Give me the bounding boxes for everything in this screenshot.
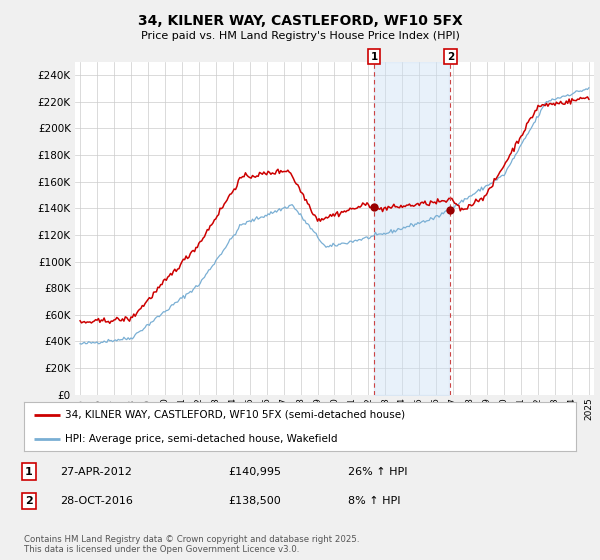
Text: Contains HM Land Registry data © Crown copyright and database right 2025.
This d: Contains HM Land Registry data © Crown c… bbox=[24, 535, 359, 554]
Text: 1: 1 bbox=[25, 466, 32, 477]
Text: 26% ↑ HPI: 26% ↑ HPI bbox=[348, 466, 407, 477]
Text: 34, KILNER WAY, CASTLEFORD, WF10 5FX: 34, KILNER WAY, CASTLEFORD, WF10 5FX bbox=[137, 14, 463, 28]
Text: 8% ↑ HPI: 8% ↑ HPI bbox=[348, 496, 401, 506]
Text: 28-OCT-2016: 28-OCT-2016 bbox=[60, 496, 133, 506]
Text: 2: 2 bbox=[447, 52, 454, 62]
Text: 2: 2 bbox=[25, 496, 32, 506]
Text: 1: 1 bbox=[370, 52, 377, 62]
Text: Price paid vs. HM Land Registry's House Price Index (HPI): Price paid vs. HM Land Registry's House … bbox=[140, 31, 460, 41]
Text: HPI: Average price, semi-detached house, Wakefield: HPI: Average price, semi-detached house,… bbox=[65, 435, 338, 445]
Text: 27-APR-2012: 27-APR-2012 bbox=[60, 466, 132, 477]
Text: 34, KILNER WAY, CASTLEFORD, WF10 5FX (semi-detached house): 34, KILNER WAY, CASTLEFORD, WF10 5FX (se… bbox=[65, 410, 406, 420]
Text: £138,500: £138,500 bbox=[228, 496, 281, 506]
Text: £140,995: £140,995 bbox=[228, 466, 281, 477]
